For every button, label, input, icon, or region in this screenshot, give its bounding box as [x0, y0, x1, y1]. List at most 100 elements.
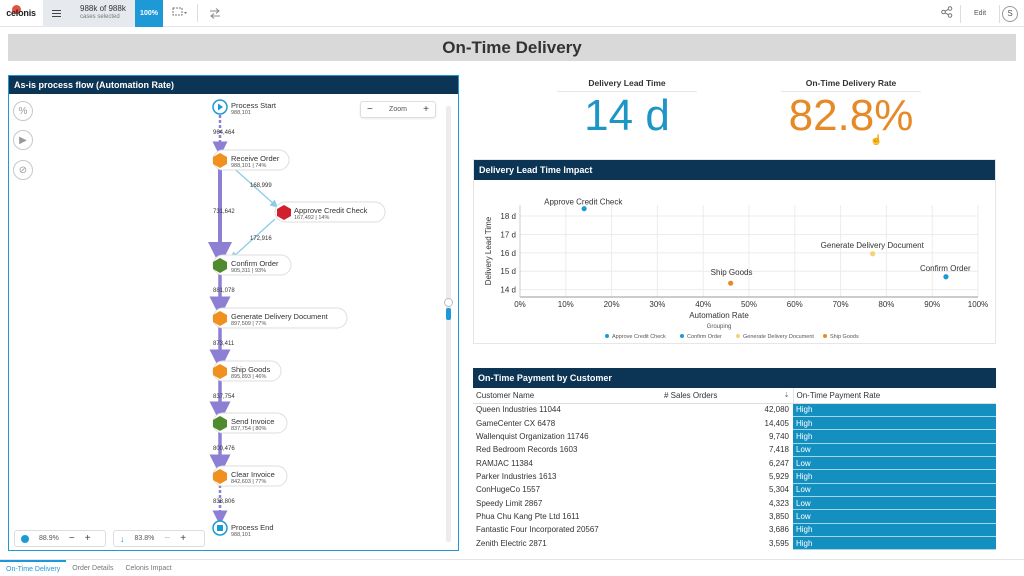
scatter-point[interactable] [728, 280, 734, 286]
tab-celonis-impact[interactable]: Celonis Impact [125, 564, 172, 572]
cell-customer-name: Speedy Limit 2867 [476, 498, 543, 508]
sheet-tab-bar: On-Time Delivery Order Details Celonis I… [0, 559, 1024, 576]
cell-customer-name: Phua Chu Kang Pte Ltd 1611 [476, 511, 580, 521]
toolbar-divider [197, 4, 198, 22]
legend-swatch [605, 334, 609, 338]
activity-decrease-button[interactable]: − [68, 533, 75, 544]
edge-receive-approve[interactable] [228, 163, 278, 208]
table-row[interactable]: Red Bedroom Records 1603 7,418 Low [473, 443, 996, 457]
node-process-start[interactable]: Process Start 988,101 [231, 102, 276, 117]
edge-approve-confirm[interactable] [230, 218, 276, 260]
cell-customer-name: Fantastic Four Incorporated 20567 [476, 525, 599, 535]
top-bar: celonis 988k of 988k cases selected 100%… [0, 0, 1024, 27]
node-send-invoice[interactable]: Send Invoice 837,754 | 80% [231, 418, 274, 433]
celonis-logo[interactable]: celonis [0, 0, 42, 27]
clear-invoice-hex-icon [213, 469, 227, 484]
cell-customer-name: Wallenquist Organization 11746 [476, 431, 589, 441]
node-ship-goods[interactable]: Ship Goods 895,893 | 46% [231, 366, 270, 381]
kpi-delivery-lead-time[interactable]: Delivery Lead Time 14 d [547, 78, 707, 140]
edit-button[interactable]: Edit [973, 10, 987, 17]
cell-customer-name: Queen Industries 11044 [476, 405, 561, 415]
column-header-payment-rate[interactable]: On-Time Payment Rate [793, 388, 996, 404]
table-row[interactable]: ConHugeCo 1557 5,304 Low [473, 483, 996, 497]
column-header-sales-orders[interactable]: # Sales Orders ⇣ [661, 388, 794, 404]
column-header-label: # Sales Orders [664, 390, 718, 400]
cell-payment-rate: High [793, 416, 996, 431]
selection-tool-button[interactable] [163, 0, 197, 27]
selection-summary[interactable]: 988k of 988k cases selected [69, 0, 135, 27]
mouse-cursor-icon: ☝ [870, 135, 883, 146]
cell-payment-rate: Low [793, 456, 996, 471]
connection-decrease-button[interactable]: − [164, 533, 171, 544]
legend-item[interactable]: Approve Credit Check [612, 334, 666, 340]
tab-order-details[interactable]: Order Details [72, 564, 114, 572]
x-tick-label: 40% [695, 300, 711, 309]
connection-arrow-icon: ↓ [120, 533, 125, 544]
legend-item[interactable]: Confirm Order [687, 334, 722, 340]
node-stats: 842,603 | 77% [231, 479, 267, 485]
process-end-stop-glyph [217, 525, 223, 531]
node-process-end[interactable]: Process End 988,101 [231, 524, 274, 539]
node-confirm-order[interactable]: Confirm Order 905,311 | 93% [231, 260, 279, 275]
legend-item[interactable]: Ship Goods [830, 334, 859, 340]
node-stats: 988,101 [231, 110, 251, 116]
menu-button[interactable] [43, 0, 69, 27]
share-glyph [941, 6, 953, 18]
y-tick-label: 14 d [500, 286, 516, 295]
point-label: Approve Credit Check [544, 198, 623, 207]
selection-filter-icon [172, 7, 187, 16]
node-pill-approve[interactable] [274, 201, 386, 223]
table-row[interactable]: Speedy Limit 2867 4,323 Low [473, 496, 996, 511]
legend-item[interactable]: Generate Delivery Document [743, 334, 814, 340]
node-stats: 897,509 | 77% [231, 321, 267, 327]
play-animation-button[interactable]: ▶ [13, 130, 33, 150]
legend-swatch [680, 334, 684, 338]
percent-toggle-button[interactable]: % [13, 101, 33, 121]
edge-label: 964,464 [213, 130, 235, 136]
table-row[interactable]: Queen Industries 11044 42,080 High [473, 403, 996, 417]
table-row[interactable]: RAMJAC 11384 6,247 Low [473, 456, 996, 471]
connection-increase-button[interactable]: + [180, 533, 187, 544]
activity-increase-button[interactable]: + [84, 533, 91, 544]
cell-sales-orders: 14,405 [764, 418, 789, 428]
hide-button[interactable]: ⊘ [13, 160, 33, 180]
table-row[interactable]: Wallenquist Organization 11746 9,740 High [473, 429, 996, 444]
table-row[interactable]: Zenith Electric 2871 3,595 High [473, 536, 996, 551]
cell-payment-rate: High [793, 429, 996, 444]
table-row[interactable]: Fantastic Four Incorporated 20567 3,686 Hi… [473, 523, 996, 537]
y-tick-label: 17 d [500, 230, 516, 239]
kpi-label: On-Time Delivery Rate [781, 78, 921, 92]
edge-label: 168,999 [250, 183, 272, 189]
share-icon[interactable] [934, 6, 960, 21]
flow-scrollbar[interactable] [444, 106, 453, 542]
node-generate-delivery-document[interactable]: Generate Delivery Document 897,509 | 77% [231, 313, 328, 328]
table-row[interactable]: Phua Chu Kang Pte Ltd 1611 3,850 Low [473, 509, 996, 524]
node-clear-invoice[interactable]: Clear Invoice 842,603 | 77% [231, 471, 275, 486]
percent-icon: % [18, 105, 28, 117]
kpi-on-time-delivery-rate[interactable]: On-Time Delivery Rate 82.8% [771, 78, 931, 140]
flow-scroll-thumb[interactable] [444, 298, 453, 307]
cell-sales-orders: 5,304 [768, 485, 789, 495]
node-approve-credit-check[interactable]: Approve Credit Check 167,492 | 14% [294, 207, 367, 222]
zoom-in-button[interactable]: + [423, 104, 429, 115]
zoom-out-button[interactable]: − [367, 104, 373, 115]
user-avatar[interactable]: S [1002, 5, 1018, 22]
scatter-point[interactable] [870, 251, 876, 257]
x-tick-label: 100% [968, 300, 988, 309]
node-stats: 167,492 | 14% [294, 215, 330, 221]
scatter-point[interactable] [581, 206, 587, 212]
table-row[interactable]: GameCenter CX 6478 14,405 High [473, 416, 996, 431]
tab-on-time-delivery[interactable]: On-Time Delivery [0, 559, 67, 576]
column-header-customer[interactable]: Customer Name [473, 388, 661, 404]
connection-slider-value: 83.8% [134, 535, 155, 542]
scatter-point[interactable] [943, 274, 949, 280]
node-receive-order[interactable]: Receive Order 988,101 | 74% [231, 155, 279, 170]
swap-button[interactable] [198, 0, 232, 27]
cell-customer-name: ConHugeCo 1557 [476, 485, 541, 495]
table-row[interactable]: Parker Industries 1613 5,929 High [473, 469, 996, 484]
page-title: On-Time Delivery [442, 37, 582, 57]
cell-payment-rate: High [793, 523, 996, 537]
x-tick-label: 80% [878, 300, 894, 309]
sort-desc-icon[interactable]: ⇣ [783, 391, 790, 399]
node-stats: 905,311 | 93% [231, 268, 266, 274]
